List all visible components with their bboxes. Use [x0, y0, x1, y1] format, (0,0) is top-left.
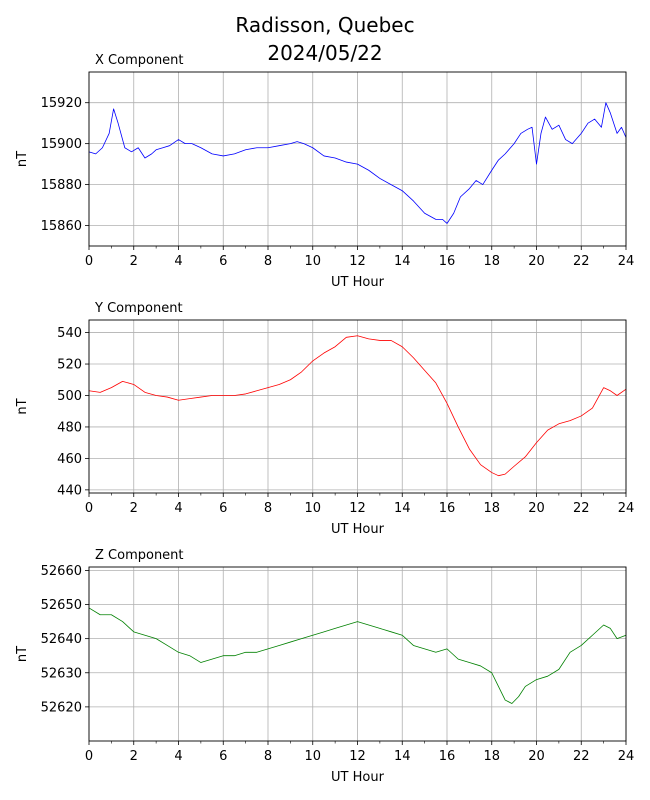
x-tick-label: 2	[130, 254, 138, 269]
x-tick-label: 10	[304, 254, 321, 269]
panel-title: Y Component	[94, 301, 183, 316]
x-tick-label: 12	[349, 254, 366, 269]
panel-3: 0 2 4 6 8 10 12 14 16 18 20 22 245262052630526405265…	[15, 548, 634, 785]
y-axis-label: nT	[15, 151, 30, 167]
x-axis-label: UT Hour	[331, 275, 385, 290]
x-tick-label: 0	[85, 254, 93, 269]
y-tick-label: 15920	[41, 96, 82, 111]
x-tick-label: 0	[85, 501, 93, 516]
y-tick-label: 540	[57, 326, 82, 341]
x-tick-label: 4	[174, 501, 182, 516]
y-tick-label: 52650	[41, 598, 82, 613]
x-tick-label: 0	[85, 749, 93, 764]
panel-title: X Component	[95, 53, 184, 68]
chart-title: Radisson, Quebec	[235, 13, 415, 37]
x-tick-label: 2	[130, 501, 138, 516]
y-tick-label: 520	[57, 358, 82, 373]
x-axis-label: UT Hour	[331, 522, 385, 537]
y-axis-label: nT	[15, 398, 30, 414]
series-line	[88, 607, 627, 704]
x-tick-label: 16	[439, 501, 456, 516]
x-tick-label: 2	[130, 749, 138, 764]
x-tick-label: 24	[618, 749, 635, 764]
x-tick-label: 22	[573, 749, 590, 764]
x-axis-label: UT Hour	[331, 770, 385, 785]
x-tick-label: 14	[394, 749, 411, 764]
y-tick-label: 52660	[41, 564, 82, 579]
x-tick-label: 4	[174, 749, 182, 764]
x-tick-label: 6	[219, 749, 227, 764]
x-tick-label: 22	[573, 254, 590, 269]
y-tick-label: 15880	[41, 178, 82, 193]
y-tick-label: 460	[57, 452, 82, 467]
panel-title: Z Component	[95, 548, 184, 563]
x-tick-label: 8	[264, 749, 272, 764]
panel-1: 0 2 4 6 8 10 12 14 16 18 20 22 241586015880159001592…	[15, 53, 634, 290]
x-tick-label: 18	[483, 254, 500, 269]
x-tick-label: 20	[528, 749, 545, 764]
y-tick-label: 480	[57, 420, 82, 435]
chart-date: 2024/05/22	[267, 41, 383, 65]
x-tick-label: 20	[528, 501, 545, 516]
x-tick-label: 16	[439, 254, 456, 269]
y-tick-label: 52630	[41, 666, 82, 681]
y-tick-label: 15860	[41, 219, 82, 234]
x-tick-label: 10	[304, 501, 321, 516]
y-tick-label: 15900	[41, 137, 82, 152]
x-tick-label: 8	[264, 254, 272, 269]
x-tick-label: 20	[528, 254, 545, 269]
y-axis-label: nT	[15, 646, 30, 662]
y-tick-label: 52640	[41, 632, 82, 647]
x-tick-label: 8	[264, 501, 272, 516]
x-tick-label: 18	[483, 501, 500, 516]
x-tick-label: 6	[219, 501, 227, 516]
x-tick-label: 22	[573, 501, 590, 516]
x-tick-label: 24	[618, 501, 635, 516]
x-tick-label: 24	[618, 254, 635, 269]
x-tick-label: 12	[349, 749, 366, 764]
series-line	[88, 102, 627, 224]
x-tick-label: 4	[174, 254, 182, 269]
x-tick-label: 18	[483, 749, 500, 764]
y-tick-label: 52620	[41, 700, 82, 715]
series-line	[88, 335, 627, 477]
x-tick-label: 14	[394, 501, 411, 516]
x-tick-label: 10	[304, 749, 321, 764]
y-tick-label: 440	[57, 483, 82, 498]
x-tick-label: 12	[349, 501, 366, 516]
y-tick-label: 500	[57, 389, 82, 404]
x-tick-label: 14	[394, 254, 411, 269]
panel-2: 0 2 4 6 8 10 12 14 16 18 20 22 24440460480500520540Y…	[15, 301, 634, 537]
x-tick-label: 6	[219, 254, 227, 269]
x-tick-label: 16	[439, 749, 456, 764]
